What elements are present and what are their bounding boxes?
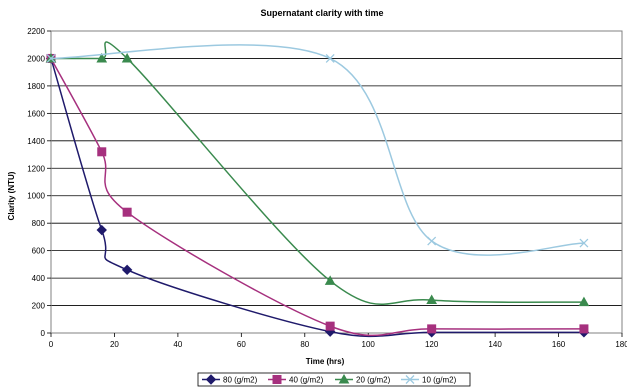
data-point-40-g-m2 — [122, 207, 132, 217]
data-point-40-g-m2 — [427, 324, 437, 334]
series-line-40-g-m2 — [50, 58, 584, 337]
legend-label-10-g-m2: 10 (g/m2) — [422, 376, 457, 385]
series-line-20-g-m2 — [50, 41, 584, 305]
y-tick-label: 1000 — [27, 192, 45, 201]
data-point-80-g-m2 — [121, 264, 133, 276]
legend-item-10-g-m2: 10 (g/m2) — [401, 375, 457, 385]
data-point-10-g-m2 — [325, 53, 335, 63]
y-tick-label: 2000 — [27, 54, 45, 63]
y-tick-label: 1400 — [27, 137, 45, 146]
legend-marker-10-g-m2 — [405, 375, 415, 384]
data-point-20-g-m2 — [426, 294, 438, 305]
legend-box — [197, 372, 471, 387]
data-point-20-g-m2 — [121, 52, 133, 63]
data-point-10-g-m2 — [579, 238, 589, 248]
series-line-10-g-m2 — [50, 44, 584, 256]
x-tick-label: 140 — [488, 340, 502, 349]
legend-label-80-g-m2: 80 (g/m2) — [223, 376, 258, 385]
x-tick-label: 80 — [300, 340, 309, 349]
data-point-80-g-m2 — [96, 224, 107, 236]
data-point-20-g-m2 — [96, 52, 108, 63]
y-tick-label: 1600 — [27, 109, 45, 118]
x-axis: 0 20 40 60 80 100 120 140 160 180 — [49, 333, 627, 349]
y-axis: 0 200 400 600 800 1000 1200 1400 1600 1800 2000 220… — [27, 27, 51, 338]
x-tick-label: 120 — [425, 340, 439, 349]
y-tick-label: 1800 — [27, 82, 45, 91]
x-tick-label: 20 — [110, 340, 119, 349]
legend-item-40-g-m2: 40 (g/m2) — [268, 375, 324, 385]
series-line-80-g-m2 — [50, 58, 584, 338]
legend-marker-20-g-m2 — [338, 373, 350, 384]
legend: 80 (g/m2) 40 (g/m2) 20 (g/m2) 10 (g/m2) — [197, 372, 471, 387]
legend-marker-40-g-m2 — [272, 375, 282, 384]
data-point-40-g-m2 — [579, 324, 589, 334]
y-tick-label: 0 — [41, 329, 46, 338]
series-10-g-m2 — [46, 44, 589, 256]
y-tick-label: 400 — [32, 274, 46, 283]
series-layer — [45, 41, 590, 338]
y-tick-label: 800 — [32, 219, 46, 228]
y-tick-label: 600 — [32, 247, 46, 256]
x-axis-title: Time (hrs) — [306, 357, 345, 366]
data-point-40-g-m2 — [97, 147, 107, 157]
y-tick-label: 1200 — [27, 164, 45, 173]
data-point-40-g-m2 — [325, 321, 335, 331]
x-tick-label: 100 — [362, 340, 376, 349]
data-point-20-g-m2 — [324, 275, 336, 285]
legend-item-20-g-m2: 20 (g/m2) — [335, 373, 391, 385]
chart-title: Supernatant clarity with time — [260, 8, 383, 18]
y-tick-label: 2200 — [27, 27, 45, 36]
y-tick-label: 200 — [32, 302, 46, 311]
y-axis-title: Clarity (NTU) — [7, 171, 16, 220]
legend-label-20-g-m2: 20 (g/m2) — [356, 376, 391, 385]
legend-item-80-g-m2: 80 (g/m2) — [202, 374, 258, 385]
x-tick-label: 0 — [49, 340, 54, 349]
x-tick-label: 60 — [237, 340, 246, 349]
data-point-10-g-m2 — [46, 53, 56, 63]
legend-label-40-g-m2: 40 (g/m2) — [289, 376, 324, 385]
x-tick-label: 40 — [173, 340, 182, 349]
x-tick-label: 180 — [615, 340, 627, 349]
x-tick-label: 160 — [552, 340, 566, 349]
legend-marker-80-g-m2 — [205, 374, 217, 385]
gridlines — [51, 30, 622, 334]
data-point-20-g-m2 — [578, 296, 590, 307]
data-point-10-g-m2 — [427, 236, 437, 246]
plot-area — [50, 30, 623, 334]
series-40-g-m2 — [46, 53, 589, 337]
